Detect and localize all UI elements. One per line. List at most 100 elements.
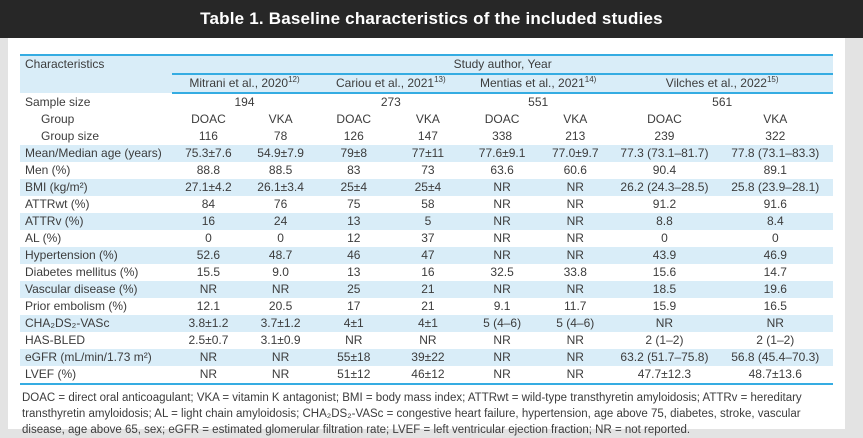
study-author-year-header: Study author, Year [172,55,833,75]
cell-value: 32.5 [490,265,514,279]
cell-value: NR [465,247,540,264]
table-header-row-2: Mitrani et al., 202012) Cariou et al., 20… [20,74,833,94]
cell-value: 322 [765,129,786,143]
row-label: LVEF (%) [20,366,173,385]
cell-value: 77.6±9.1 [465,145,540,162]
cell-value: NR [172,349,245,366]
cell-value: DOAC [191,112,226,126]
table-row: Prior embolism (%) 12.1 20.5 17 21 9.1 11.7 15.… [20,298,833,315]
study-column-header: Cariou et al., 202113) [316,74,465,94]
cell-value: 16.5 [763,299,787,313]
cell-value: 0 [277,231,284,245]
cell-value: 25±4 [390,179,465,196]
cell-value: 24 [244,213,317,230]
cell-value: NR [465,349,540,366]
cell-value: 15.5 [196,265,221,279]
cell-value: DOAC [647,112,682,126]
table-row: Mean/Median age (years) 75.3±7.6 54.9±7.9 7… [20,145,833,162]
cell-value: NR [465,213,540,230]
cell-value: 338 [492,129,513,143]
cell-value: 2.5±0.7 [188,333,229,347]
cell-value: 3.7±1.2 [244,315,317,332]
cell-value: 5 (4–6) [539,315,612,332]
cell-value: 0 [661,231,668,245]
cell-value: 63.6 [490,163,514,177]
cell-value: 194 [234,95,255,109]
cell-value: NR [172,281,245,298]
cell-value: 3.8±1.2 [172,315,245,332]
row-label: CHA₂DS₂-VASc [20,315,173,332]
cell-value: 26.1±3.4 [244,179,317,196]
cell-value: 25 [316,281,391,298]
cell-value: NR [493,197,511,211]
table-row: Group DOAC VKA DOAC VKA DOAC VKA DOAC VKA [20,111,833,128]
cell-value: 43.9 [611,247,718,264]
row-label: HAS-BLED [25,333,86,347]
table-row: eGFR (mL/min/1.73 m²) NR NR 55±18 39±22 NR NR 6… [20,349,833,366]
row-label: Sample size [25,94,91,109]
table-card: Characteristics Study author, Year Mitra… [8,38,845,436]
cell-value: NR [539,179,612,196]
cell-value: 76 [273,197,288,211]
cell-value: 2 (1–2) [756,333,795,347]
cell-value: 11.7 [564,299,587,313]
cell-value: 12 [347,231,361,245]
study-column-header: Mitrani et al., 202012) [172,74,317,94]
table-header-row-1: Characteristics Study author, Year [20,55,833,93]
cell-value: 88.8 [196,163,221,177]
cell-value: 75 [347,197,361,211]
cell-value: 2 (1–2) [645,333,684,347]
table-row: BMI (kg/m²) 27.1±4.2 26.1±3.4 25±4 25±4 NR NR 2… [20,179,833,196]
row-label: eGFR (mL/min/1.73 m²) [20,349,173,366]
cell-value: 77.0±9.7 [539,145,612,162]
cell-value: 25.8 (23.9–28.1) [717,179,833,196]
cell-value: 56.8 (45.4–70.3) [717,349,833,366]
cell-value: 9.1 [493,299,511,313]
cell-value: NR [539,281,612,298]
cell-value: 21 [390,281,465,298]
cell-value: 78 [273,129,288,143]
cell-value: 213 [565,129,586,143]
cell-value: 15.9 [652,299,677,313]
cell-value: 91.6 [763,197,787,211]
table-title-bar: Table 1. Baseline characteristics of the… [0,0,863,38]
cell-value: VKA [268,112,293,126]
baseline-characteristics-table: Characteristics Study author, Year Mitra… [20,54,833,385]
cell-value: NR [465,281,540,298]
study-reference-superscript: 14) [584,75,597,84]
cell-value: 77.3 (73.1–81.7) [611,145,718,162]
cell-value: 13 [316,213,391,230]
cell-value: 83 [347,163,361,177]
row-label: Hypertension (%) [20,247,173,264]
cell-value: 39±22 [390,349,465,366]
cell-value: 51±12 [316,366,391,385]
cell-value: NR [493,333,511,347]
cell-value: 551 [528,95,549,109]
cell-value: 73 [421,163,435,177]
cell-value: 26.2 (24.3–28.5) [611,179,718,196]
cell-value: 48.7±13.6 [717,366,833,385]
cell-value: 5 (4–6) [465,315,540,332]
cell-value: DOAC [484,112,520,126]
cell-value: 58 [421,197,435,211]
cell-value: 12.1 [196,299,221,313]
cell-value: DOAC [336,112,372,126]
cell-value: 561 [712,95,733,109]
cell-value: 8.4 [717,213,833,230]
cell-value: 48.7 [244,247,317,264]
table-row: Vascular disease (%) NR NR 25 21 NR NR 18.5 19.6 [20,281,833,298]
cell-value: 13 [347,265,361,279]
cell-value: 18.5 [611,281,718,298]
cell-value: NR [539,213,612,230]
cell-value: 15.6 [652,265,677,279]
cell-value: 46 [316,247,391,264]
cell-value: 91.2 [652,197,677,211]
cell-value: 14.7 [763,265,787,279]
cell-value: 3.1±0.9 [260,333,301,347]
cell-value: 47 [390,247,465,264]
cell-value: 5 [390,213,465,230]
study-reference-superscript: 15) [766,75,779,84]
cell-value: 147 [417,129,438,143]
cell-value: 0 [205,231,212,245]
row-label: Men (%) [25,163,71,177]
